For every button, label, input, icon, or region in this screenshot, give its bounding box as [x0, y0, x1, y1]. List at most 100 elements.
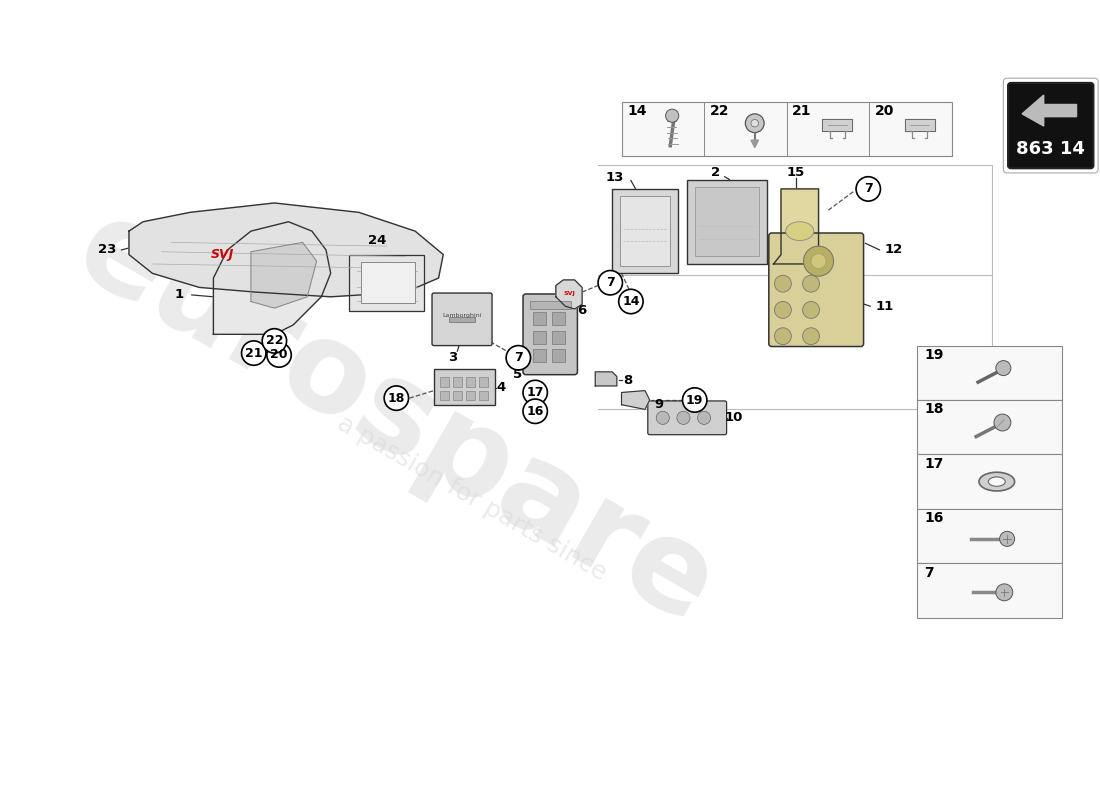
Bar — [534, 350, 547, 362]
Circle shape — [618, 290, 644, 314]
FancyBboxPatch shape — [769, 233, 864, 346]
Circle shape — [774, 275, 791, 292]
Circle shape — [996, 584, 1013, 601]
Circle shape — [1000, 531, 1014, 546]
Polygon shape — [251, 242, 317, 308]
FancyBboxPatch shape — [522, 294, 578, 374]
Bar — [695, 187, 759, 257]
Text: 8: 8 — [624, 374, 632, 386]
FancyBboxPatch shape — [648, 401, 727, 434]
Bar — [465, 390, 475, 400]
Circle shape — [803, 302, 820, 318]
Text: SVJ: SVJ — [563, 290, 575, 295]
Text: 20: 20 — [874, 104, 894, 118]
Circle shape — [994, 414, 1011, 431]
Circle shape — [598, 270, 623, 295]
Circle shape — [856, 177, 880, 201]
Text: Lamborghini: Lamborghini — [442, 313, 482, 318]
Text: 3: 3 — [448, 351, 458, 364]
Circle shape — [242, 341, 266, 366]
Bar — [478, 390, 488, 400]
Text: 4: 4 — [497, 382, 506, 394]
Polygon shape — [905, 119, 935, 130]
Text: 21: 21 — [792, 104, 812, 118]
FancyBboxPatch shape — [1003, 78, 1098, 173]
Text: 19: 19 — [925, 348, 944, 362]
Bar — [619, 197, 670, 266]
Text: 14: 14 — [623, 295, 640, 308]
Circle shape — [697, 411, 711, 424]
Text: 23: 23 — [98, 243, 117, 256]
Polygon shape — [556, 280, 582, 309]
Text: 7: 7 — [514, 351, 522, 364]
Text: 10: 10 — [725, 411, 744, 424]
Circle shape — [803, 246, 834, 276]
Circle shape — [996, 361, 1011, 376]
Circle shape — [811, 254, 826, 269]
Bar — [452, 378, 462, 387]
Bar — [440, 390, 449, 400]
Circle shape — [262, 329, 287, 353]
Polygon shape — [129, 203, 443, 297]
Text: 5: 5 — [513, 368, 521, 381]
Text: 24: 24 — [368, 234, 387, 247]
Polygon shape — [213, 222, 331, 334]
Text: 21: 21 — [245, 346, 263, 359]
Text: 18: 18 — [925, 402, 944, 416]
Bar — [552, 330, 565, 344]
Circle shape — [803, 328, 820, 345]
Bar — [612, 189, 678, 274]
Text: 7: 7 — [606, 276, 615, 290]
Text: 9: 9 — [654, 398, 663, 411]
Bar — [552, 350, 565, 362]
Ellipse shape — [989, 477, 1005, 486]
Circle shape — [267, 342, 292, 367]
Polygon shape — [595, 372, 617, 386]
Bar — [621, 102, 952, 156]
Polygon shape — [1022, 95, 1077, 126]
Text: 1: 1 — [174, 289, 184, 302]
Bar — [350, 254, 425, 311]
Text: SVJ: SVJ — [211, 248, 234, 261]
Bar — [917, 346, 1063, 400]
Text: 2: 2 — [711, 166, 719, 178]
Text: 16: 16 — [527, 405, 543, 418]
Text: 17: 17 — [527, 386, 544, 399]
Text: 12: 12 — [884, 243, 903, 256]
Bar — [534, 312, 547, 325]
Text: 15: 15 — [786, 166, 805, 178]
Text: 16: 16 — [925, 511, 944, 526]
Text: 19: 19 — [686, 394, 703, 406]
Bar — [534, 330, 547, 344]
Bar — [688, 179, 767, 264]
Text: 22: 22 — [265, 334, 283, 347]
Bar — [917, 509, 1063, 563]
Bar — [452, 390, 462, 400]
Bar — [917, 563, 1063, 618]
Polygon shape — [823, 119, 852, 130]
Circle shape — [506, 346, 530, 370]
Circle shape — [657, 411, 670, 424]
Circle shape — [666, 109, 679, 122]
Polygon shape — [621, 390, 650, 410]
Text: 7: 7 — [864, 182, 872, 195]
Circle shape — [522, 399, 548, 423]
Text: 13: 13 — [606, 171, 624, 184]
Text: 14: 14 — [627, 104, 647, 118]
Bar — [361, 262, 415, 303]
Ellipse shape — [979, 472, 1014, 491]
Bar — [529, 302, 571, 309]
Ellipse shape — [785, 222, 814, 241]
Polygon shape — [751, 140, 759, 148]
Bar — [917, 454, 1063, 509]
FancyBboxPatch shape — [1008, 83, 1093, 168]
Text: a passion for parts since: a passion for parts since — [332, 411, 610, 586]
Polygon shape — [773, 189, 828, 264]
Bar — [465, 378, 475, 387]
Circle shape — [751, 119, 759, 127]
Text: 22: 22 — [710, 104, 729, 118]
Bar — [552, 312, 565, 325]
Bar — [440, 378, 449, 387]
Circle shape — [774, 302, 791, 318]
Text: 6: 6 — [578, 304, 586, 318]
